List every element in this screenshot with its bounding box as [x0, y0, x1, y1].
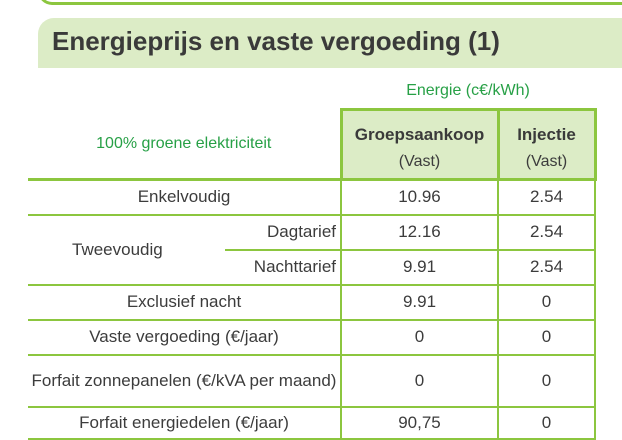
cell-value: 90,75	[340, 406, 498, 440]
row-sublabel: Nachttarief	[225, 249, 341, 286]
table-header-row: 100% groene elektriciteit Groepsaankoop …	[28, 108, 597, 181]
cell-value: 2.54	[497, 214, 596, 251]
cell-value: 0	[497, 284, 596, 321]
page-title: Energieprijs en vaste vergoeding (1)	[52, 26, 500, 56]
energy-unit-header: Energie (c€/kWh)	[406, 82, 530, 99]
column-title: Groepsaankoop	[354, 124, 485, 144]
table-row: Forfait energiedelen (€/jaar) 90,75 0	[28, 406, 596, 440]
column-subtitle: (Vast)	[525, 152, 568, 170]
row-label: Enkelvoudig	[28, 179, 341, 216]
table-row: Nachttarief 9.91 2.54	[28, 249, 596, 286]
cell-value: 0	[340, 354, 498, 408]
row-label: Forfait zonnepanelen (€/kVA per maand)	[28, 354, 341, 408]
column-title: Injectie	[517, 124, 576, 144]
row-label: Exclusief nacht	[28, 284, 341, 321]
row-label: Tweevoudig	[28, 214, 225, 286]
row-sublabel: Dagtarief	[225, 214, 341, 251]
table-row: Exclusief nacht 9.91 0	[28, 284, 596, 321]
title-bar: Energieprijs en vaste vergoeding (1)	[38, 18, 622, 68]
cell-value: 0	[497, 354, 596, 408]
cell-value: 0	[497, 319, 596, 356]
cell-value: 12.16	[340, 214, 498, 251]
row-label: Vaste vergoeding (€/jaar)	[28, 319, 341, 356]
cell-value: 2.54	[497, 249, 596, 286]
cell-value: 9.91	[340, 249, 498, 286]
cell-value: 9.91	[340, 284, 498, 321]
table-row: Vaste vergoeding (€/jaar) 0 0	[28, 319, 596, 356]
top-decorative-frame	[38, 0, 622, 5]
price-table: 100% groene elektriciteit Groepsaankoop …	[28, 108, 597, 440]
cell-value: 10.96	[340, 179, 498, 216]
column-header-groepsaankoop: Groepsaankoop (Vast)	[339, 108, 500, 181]
table-row: Enkelvoudig 10.96 2.54	[28, 179, 596, 216]
corner-label: 100% groene elektriciteit	[28, 109, 341, 181]
column-subtitle: (Vast)	[398, 152, 441, 170]
column-header-injectie: Injectie (Vast)	[496, 108, 597, 181]
cell-value: 0	[497, 406, 596, 440]
table-row: Forfait zonnepanelen (€/kVA per maand) 0…	[28, 354, 596, 408]
row-label: Forfait energiedelen (€/jaar)	[28, 406, 341, 440]
cell-value: 0	[340, 319, 498, 356]
table-row: Tweevoudig Dagtarief 12.16 2.54	[28, 214, 596, 286]
cell-value: 2.54	[497, 179, 596, 216]
